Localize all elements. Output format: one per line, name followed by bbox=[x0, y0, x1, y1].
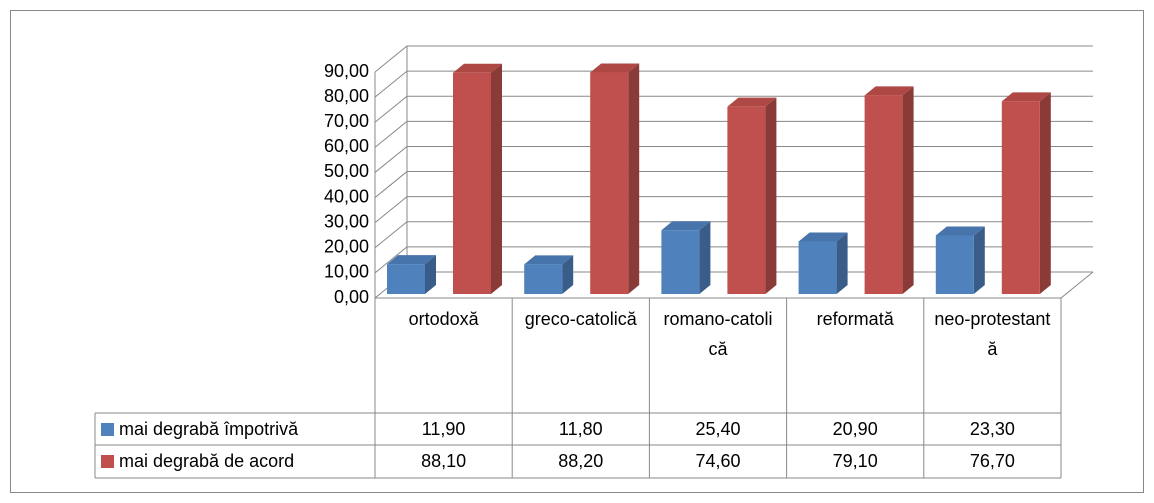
category-label: greco-catolică bbox=[524, 309, 637, 329]
bar-side bbox=[973, 226, 985, 294]
bar-top bbox=[798, 232, 848, 242]
bar-top bbox=[864, 86, 914, 96]
y-tick-label: 30,00 bbox=[324, 211, 369, 231]
bar bbox=[524, 264, 563, 294]
bar-side bbox=[902, 86, 914, 294]
bar-side bbox=[765, 97, 777, 294]
value-label: 88,10 bbox=[421, 451, 467, 471]
category-label: neo-protestantă bbox=[934, 309, 1051, 359]
y-tick-label: 10,00 bbox=[324, 262, 369, 282]
bar-side bbox=[425, 255, 436, 294]
legend-entry: mai degrabă împotrivă bbox=[95, 413, 375, 445]
bar-top bbox=[524, 255, 574, 265]
bar bbox=[590, 72, 629, 295]
y-tick-label: 20,00 bbox=[324, 237, 369, 257]
value-label: 23,30 bbox=[969, 419, 1015, 439]
bar-top bbox=[387, 255, 436, 265]
bar bbox=[727, 106, 766, 294]
bar-top bbox=[1001, 92, 1051, 102]
y-tick-label: 50,00 bbox=[324, 161, 369, 181]
value-label: 74,60 bbox=[695, 451, 741, 471]
value-label: 20,90 bbox=[832, 419, 878, 439]
legend-label: mai degrabă de acord bbox=[119, 451, 295, 471]
bar-side bbox=[836, 232, 848, 294]
legend-swatch bbox=[101, 455, 114, 468]
bar bbox=[864, 95, 903, 294]
bar-top bbox=[590, 63, 640, 73]
y-tick-label: 0,00 bbox=[334, 287, 369, 307]
y-tick-label: 90,00 bbox=[324, 61, 369, 81]
y-tick-label: 40,00 bbox=[324, 186, 369, 206]
legend-swatch bbox=[101, 423, 114, 436]
bar bbox=[661, 230, 700, 294]
bar bbox=[387, 264, 425, 294]
bar-side bbox=[562, 255, 574, 294]
bar-top bbox=[727, 97, 777, 107]
bar-side bbox=[1039, 92, 1051, 294]
category-label: reformată bbox=[816, 309, 894, 329]
value-label: 11,90 bbox=[421, 419, 466, 439]
value-label: 79,10 bbox=[832, 451, 878, 471]
bar bbox=[935, 235, 974, 294]
value-label: 11,80 bbox=[558, 419, 603, 439]
bar-side bbox=[628, 63, 640, 294]
bar-top bbox=[661, 221, 711, 231]
y-tick-label: 80,00 bbox=[324, 86, 369, 106]
bar-top bbox=[453, 63, 502, 73]
chart-frame bbox=[10, 10, 1144, 493]
bar bbox=[453, 72, 491, 294]
y-tick-label: 60,00 bbox=[324, 136, 369, 156]
value-label: 25,40 bbox=[695, 419, 741, 439]
legend-label: mai degrabă împotrivă bbox=[119, 419, 299, 439]
value-label: 88,20 bbox=[558, 451, 604, 471]
category-label: ortodoxă bbox=[408, 309, 479, 329]
value-label: 76,70 bbox=[969, 451, 1015, 471]
category-label: romano-catolică bbox=[663, 309, 773, 359]
bar bbox=[1001, 101, 1040, 294]
bar-top bbox=[935, 226, 985, 236]
bar-side bbox=[699, 221, 711, 294]
bar-side bbox=[491, 63, 502, 294]
legend-entry: mai degrabă de acord bbox=[95, 445, 375, 478]
y-tick-label: 70,00 bbox=[324, 111, 369, 131]
bar bbox=[798, 241, 837, 294]
